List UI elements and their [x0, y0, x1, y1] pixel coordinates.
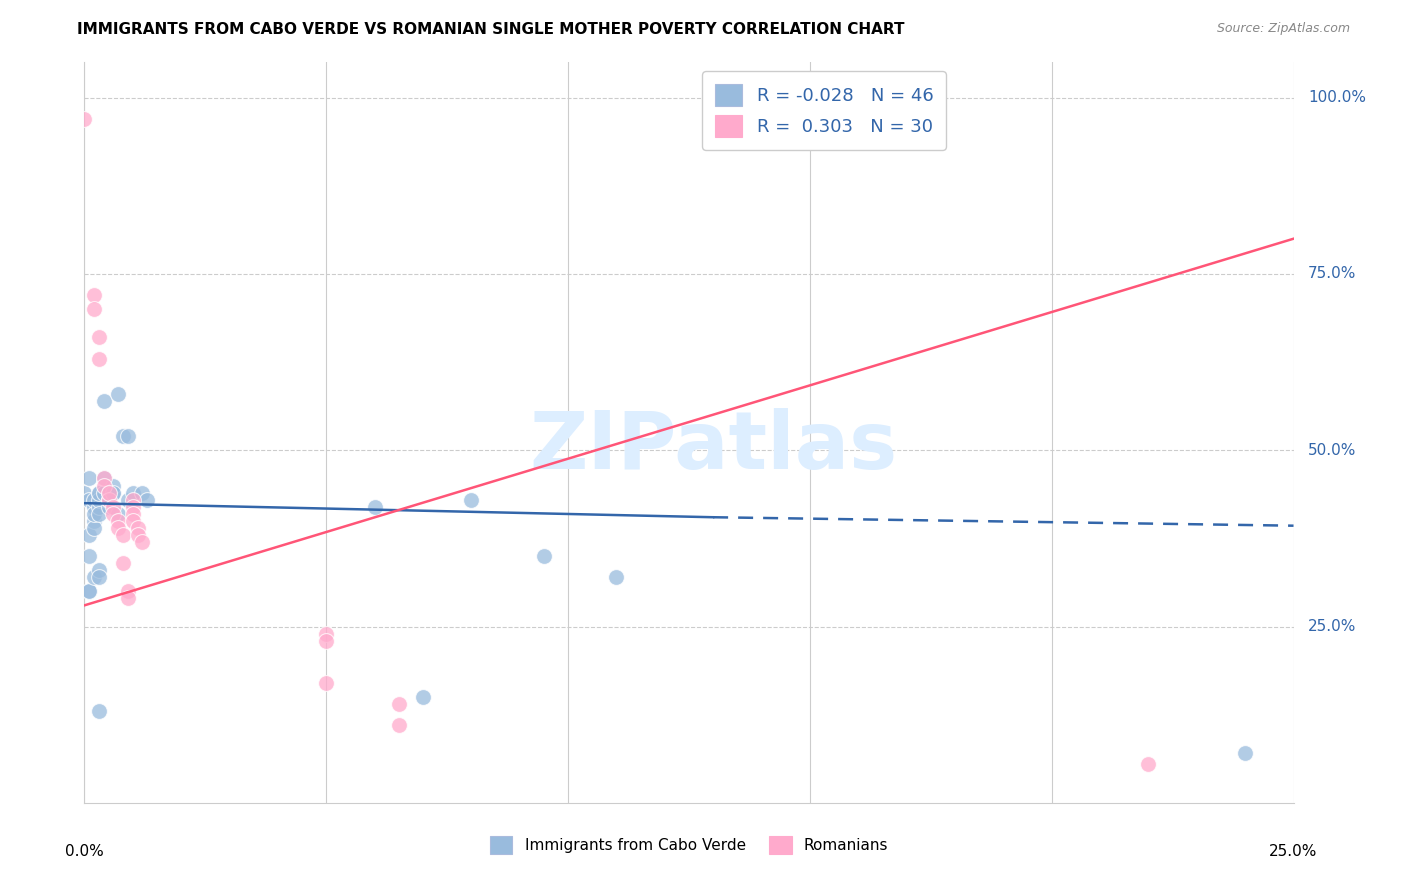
- Point: [107, 507, 129, 521]
- Point: [83, 302, 105, 317]
- Point: [93, 478, 115, 492]
- Point: [87, 492, 110, 507]
- Point: [117, 591, 139, 606]
- Point: [121, 507, 143, 521]
- Point: [315, 633, 337, 648]
- Text: IMMIGRANTS FROM CABO VERDE VS ROMANIAN SINGLE MOTHER POVERTY CORRELATION CHART: IMMIGRANTS FROM CABO VERDE VS ROMANIAN S…: [77, 22, 905, 37]
- Point: [77, 492, 100, 507]
- Text: 25.0%: 25.0%: [1308, 619, 1357, 634]
- Text: Source: ZipAtlas.com: Source: ZipAtlas.com: [1216, 22, 1350, 36]
- Point: [315, 676, 337, 690]
- Legend: Immigrants from Cabo Verde, Romanians: Immigrants from Cabo Verde, Romanians: [482, 828, 896, 862]
- Point: [97, 500, 120, 514]
- Point: [388, 718, 411, 732]
- Point: [97, 485, 120, 500]
- Point: [77, 584, 100, 599]
- Point: [121, 500, 143, 514]
- Point: [107, 387, 129, 401]
- Point: [83, 507, 105, 521]
- Point: [77, 471, 100, 485]
- Text: 50.0%: 50.0%: [1308, 442, 1357, 458]
- Point: [388, 697, 411, 711]
- Point: [87, 704, 110, 718]
- Point: [93, 471, 115, 485]
- Text: ZIPatlas: ZIPatlas: [529, 409, 897, 486]
- Point: [103, 507, 125, 521]
- Point: [103, 478, 125, 492]
- Point: [87, 570, 110, 584]
- Point: [533, 549, 555, 563]
- Point: [121, 514, 143, 528]
- Text: 25.0%: 25.0%: [1270, 844, 1317, 858]
- Point: [97, 485, 120, 500]
- Point: [87, 563, 110, 577]
- Point: [77, 584, 100, 599]
- Point: [87, 500, 110, 514]
- Point: [87, 485, 110, 500]
- Text: 0.0%: 0.0%: [65, 844, 104, 858]
- Point: [460, 492, 482, 507]
- Point: [121, 492, 143, 507]
- Point: [87, 485, 110, 500]
- Point: [117, 429, 139, 443]
- Point: [131, 535, 153, 549]
- Point: [112, 528, 135, 542]
- Point: [87, 330, 110, 344]
- Point: [93, 471, 115, 485]
- Point: [87, 351, 110, 366]
- Point: [97, 492, 120, 507]
- Point: [117, 584, 139, 599]
- Point: [97, 492, 120, 507]
- Point: [112, 556, 135, 570]
- Point: [136, 492, 159, 507]
- Point: [1137, 757, 1160, 772]
- Point: [83, 288, 105, 302]
- Point: [127, 521, 149, 535]
- Point: [1234, 747, 1257, 761]
- Point: [412, 690, 434, 704]
- Text: 75.0%: 75.0%: [1308, 267, 1357, 282]
- Point: [83, 570, 105, 584]
- Point: [127, 528, 149, 542]
- Point: [73, 112, 96, 126]
- Point: [93, 485, 115, 500]
- Point: [77, 528, 100, 542]
- Point: [107, 514, 129, 528]
- Point: [77, 549, 100, 563]
- Point: [112, 429, 135, 443]
- Point: [73, 485, 96, 500]
- Point: [107, 521, 129, 535]
- Point: [87, 507, 110, 521]
- Point: [117, 492, 139, 507]
- Point: [83, 521, 105, 535]
- Point: [131, 485, 153, 500]
- Point: [83, 492, 105, 507]
- Point: [83, 500, 105, 514]
- Point: [103, 485, 125, 500]
- Point: [605, 570, 627, 584]
- Point: [93, 393, 115, 408]
- Point: [121, 485, 143, 500]
- Point: [97, 492, 120, 507]
- Point: [103, 485, 125, 500]
- Point: [363, 500, 385, 514]
- Point: [83, 514, 105, 528]
- Point: [315, 626, 337, 640]
- Point: [103, 500, 125, 514]
- Text: 100.0%: 100.0%: [1308, 90, 1367, 105]
